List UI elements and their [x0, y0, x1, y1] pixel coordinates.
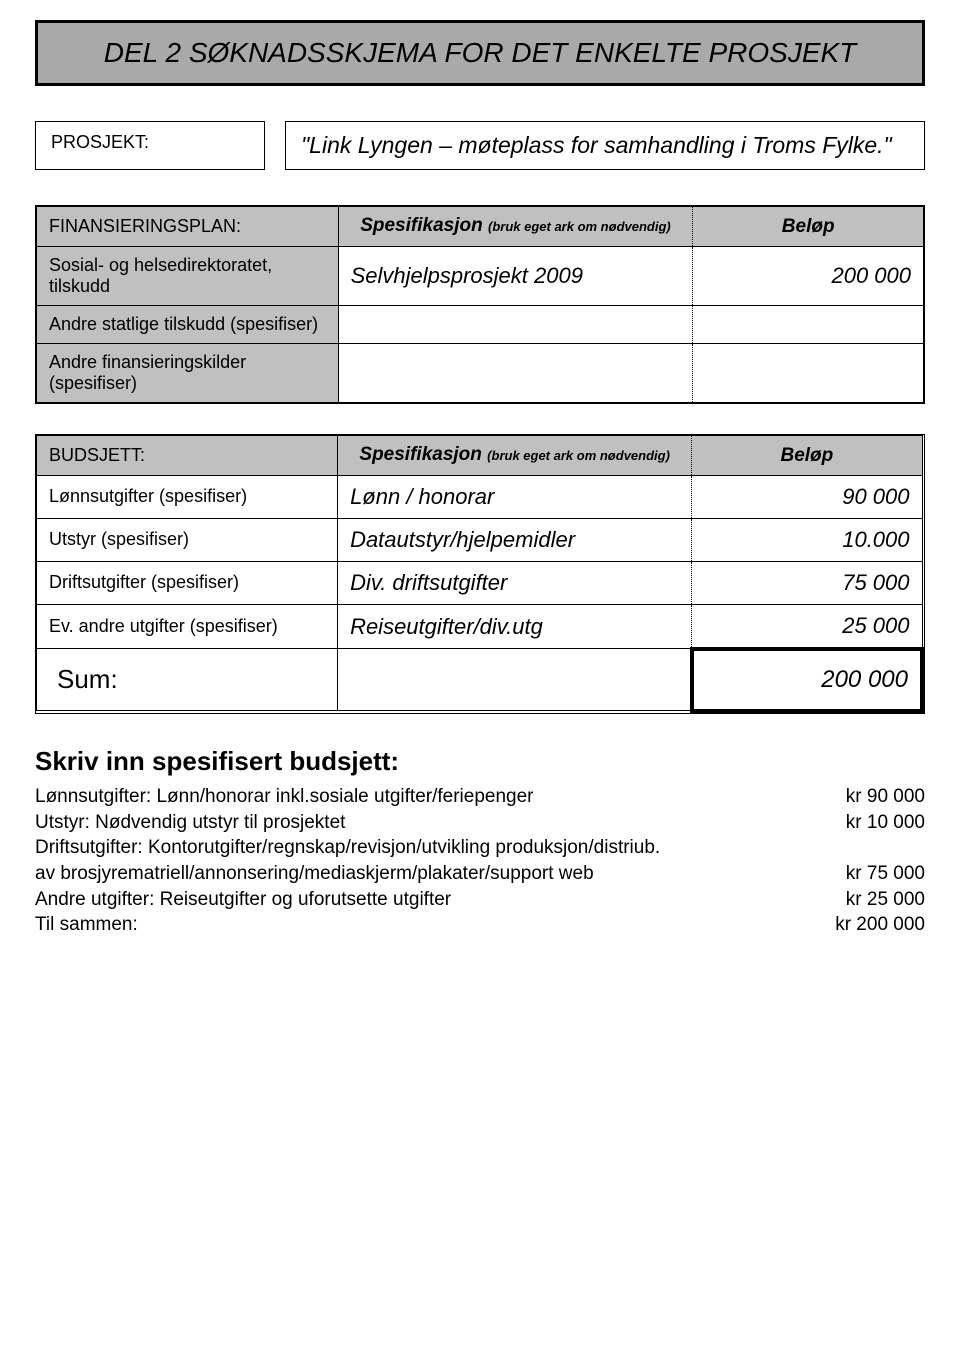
spec-header-text: Spesifikasjon	[360, 215, 483, 236]
spes-4-text: Andre utgifter: Reiseutgifter og uforuts…	[35, 887, 451, 913]
bud-row-1-label: Utstyr (spesifiser)	[37, 518, 338, 561]
bud-row-0-belop: 90 000	[692, 475, 922, 518]
prosjekt-value: "Link Lyngen – møteplass for samhandling…	[285, 121, 925, 170]
title-box: DEL 2 SØKNADSSKJEMA FOR DET ENKELTE PROS…	[35, 20, 925, 86]
sum-empty	[338, 649, 692, 711]
spesifisert-heading: Skriv inn spesifisert budsjett:	[35, 744, 925, 779]
finansiering-header: FINANSIERINGSPLAN:	[37, 207, 339, 247]
fin-row-1-spec	[338, 306, 693, 344]
spes-0-text: Lønnsutgifter: Lønn/honorar inkl.sosiale…	[35, 784, 534, 810]
fin-row-0-spec: Selvhjelpsprosjekt 2009	[338, 247, 693, 306]
bud-row-2-label: Driftsutgifter (spesifiser)	[37, 561, 338, 604]
spes-line-1: Utstyr: Nødvendig utstyr til prosjektet …	[35, 810, 925, 836]
bud-row-3-belop: 25 000	[692, 604, 922, 649]
budsjett-spec-header: Spesifikasjon (bruk eget ark om nødvendi…	[338, 436, 692, 476]
page-title: DEL 2 SØKNADSSKJEMA FOR DET ENKELTE PROS…	[58, 35, 902, 71]
bud-row-2-spec: Div. driftsutgifter	[338, 561, 692, 604]
bud-row-1-belop: 10.000	[692, 518, 922, 561]
spec-sub-text: (bruk eget ark om nødvendig)	[488, 219, 671, 234]
fin-row-1-label: Andre statlige tilskudd (spesifiser)	[37, 306, 339, 344]
bud-row-3-spec: Reiseutgifter/div.utg	[338, 604, 692, 649]
budsjett-table: BUDSJETT: Spesifikasjon (bruk eget ark o…	[35, 434, 925, 714]
fin-row-1-belop	[693, 306, 924, 344]
spes-1-amt: kr 10 000	[846, 810, 925, 836]
budsjett-belop-header: Beløp	[692, 436, 922, 476]
bud-row-1-spec: Datautstyr/hjelpemidler	[338, 518, 692, 561]
spes-line-3: av brosjyrematriell/annonsering/mediaskj…	[35, 861, 925, 887]
spes-line-2: Driftsutgifter: Kontorutgifter/regnskap/…	[35, 835, 925, 861]
spes-3-amt: kr 75 000	[846, 861, 925, 887]
bud-row-3-label: Ev. andre utgifter (spesifiser)	[37, 604, 338, 649]
spes-5-text: Til sammen:	[35, 912, 138, 938]
spes-line-0: Lønnsutgifter: Lønn/honorar inkl.sosiale…	[35, 784, 925, 810]
spes-line-4: Andre utgifter: Reiseutgifter og uforuts…	[35, 887, 925, 913]
fin-row-0-belop: 200 000	[693, 247, 924, 306]
budsjett-header: BUDSJETT:	[37, 436, 338, 476]
spes-5-amt: kr 200 000	[835, 912, 925, 938]
spes-4-amt: kr 25 000	[846, 887, 925, 913]
spesifisert-budget: Skriv inn spesifisert budsjett: Lønnsutg…	[35, 744, 925, 938]
fin-row-0-label: Sosial- og helsedirektoratet, tilskudd	[37, 247, 339, 306]
bud-row-0-spec: Lønn / honorar	[338, 475, 692, 518]
fin-row-2-label: Andre finansieringskilder (spesifiser)	[37, 344, 339, 403]
fin-row-2-spec	[338, 344, 693, 403]
spes-2-text: Driftsutgifter: Kontorutgifter/regnskap/…	[35, 835, 660, 861]
budsjett-spec-text: Spesifikasjon	[359, 444, 482, 465]
sum-value: 200 000	[692, 649, 922, 711]
finansiering-table: FINANSIERINGSPLAN: Spesifikasjon (bruk e…	[35, 205, 925, 404]
bud-row-0-label: Lønnsutgifter (spesifiser)	[37, 475, 338, 518]
spes-0-amt: kr 90 000	[846, 784, 925, 810]
sum-label: Sum:	[37, 649, 338, 711]
spes-3-text: av brosjyrematriell/annonsering/mediaskj…	[35, 861, 594, 887]
belop-header: Beløp	[693, 207, 924, 247]
bud-row-2-belop: 75 000	[692, 561, 922, 604]
prosjekt-row: PROSJEKT: "Link Lyngen – møteplass for s…	[35, 121, 925, 170]
prosjekt-label: PROSJEKT:	[35, 121, 265, 170]
spes-1-text: Utstyr: Nødvendig utstyr til prosjektet	[35, 810, 345, 836]
fin-row-2-belop	[693, 344, 924, 403]
spec-header: Spesifikasjon (bruk eget ark om nødvendi…	[338, 207, 693, 247]
spes-line-5: Til sammen: kr 200 000	[35, 912, 925, 938]
budsjett-spec-sub: (bruk eget ark om nødvendig)	[487, 448, 670, 463]
